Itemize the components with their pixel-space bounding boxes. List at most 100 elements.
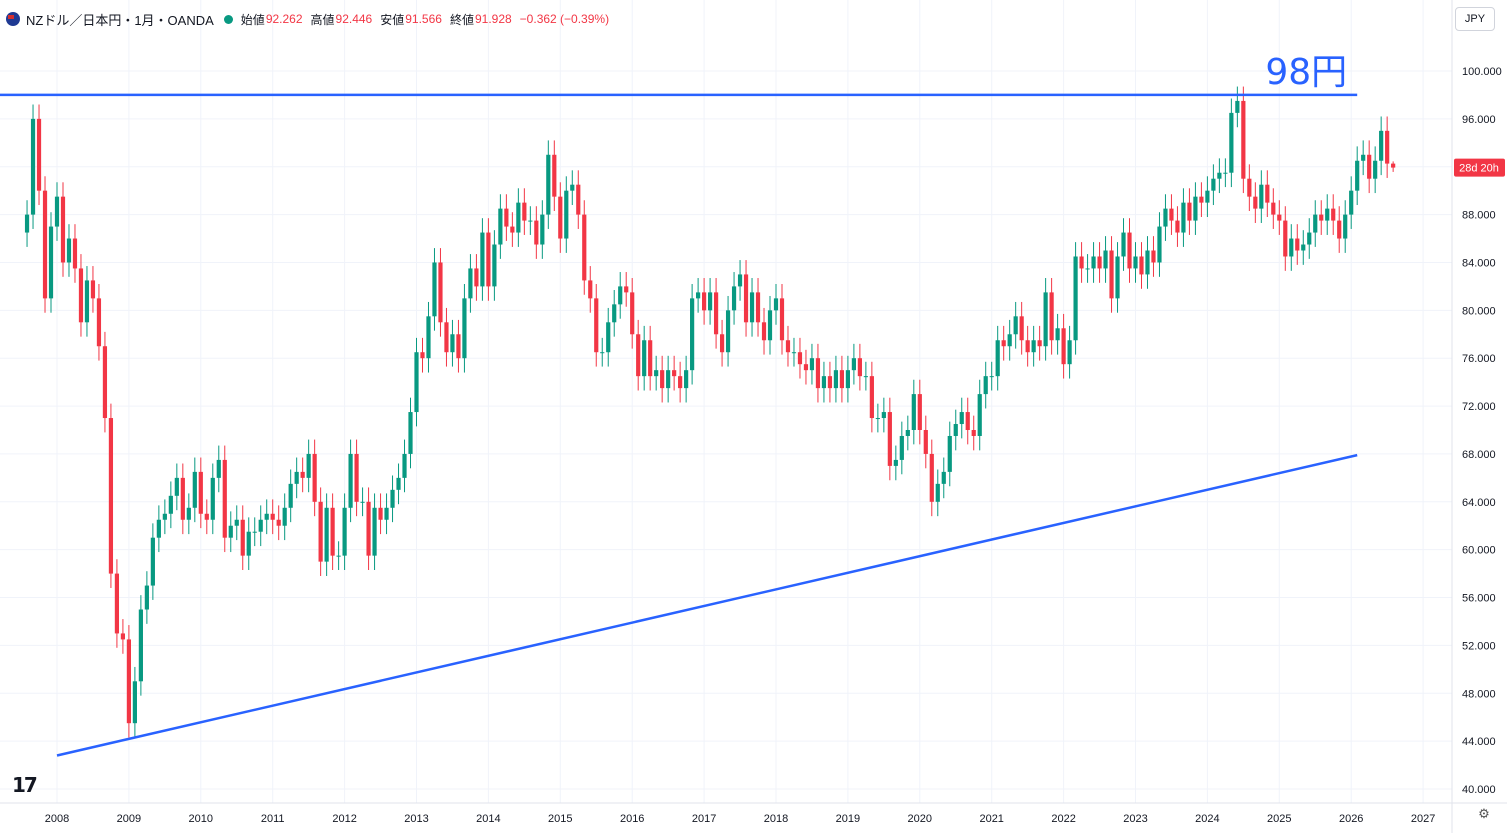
y-tick-label: 48.000	[1462, 688, 1496, 700]
candle-body	[1079, 256, 1084, 269]
candle-body	[522, 202, 527, 221]
candle-body	[731, 286, 737, 311]
candle-body	[114, 573, 120, 634]
candle-body	[917, 394, 922, 430]
candle-body	[1277, 214, 1282, 221]
candle-body	[1205, 190, 1210, 203]
candle-body	[983, 376, 988, 395]
candle-body	[378, 507, 383, 520]
candle-body	[1007, 334, 1012, 347]
candle-body	[1223, 172, 1228, 174]
candle-body	[354, 453, 359, 502]
y-tick-label: 64.000	[1462, 497, 1496, 509]
candle-body	[252, 531, 257, 533]
candle-body	[713, 292, 719, 335]
candle-body	[1241, 100, 1246, 179]
x-tick-label: 2012	[332, 813, 356, 825]
candle-body	[564, 190, 569, 239]
candle-body	[498, 208, 503, 245]
candle-body	[1145, 250, 1150, 275]
candle-body	[1247, 178, 1252, 197]
candle-body	[1295, 238, 1300, 251]
x-tick-label: 2023	[1123, 813, 1147, 825]
candle-body	[690, 298, 695, 371]
candle-body	[905, 430, 910, 436]
candle-body	[755, 292, 761, 323]
x-tick-label: 2027	[1411, 813, 1435, 825]
annotation-98yen: 98円	[1265, 52, 1347, 93]
x-tick-label: 2018	[764, 813, 788, 825]
candle-body	[636, 334, 641, 377]
candle-body	[24, 214, 30, 233]
candle-body	[1307, 232, 1312, 245]
settings-gear-icon[interactable]: ⚙	[1478, 806, 1490, 821]
candle-body	[168, 495, 173, 514]
candle-body	[138, 609, 143, 682]
candle-body	[108, 418, 114, 574]
candle-body	[396, 477, 401, 490]
trend-lines[interactable]: 98円	[0, 52, 1358, 757]
tradingview-logo[interactable]: 17	[12, 773, 38, 797]
candle-body	[570, 184, 575, 191]
candle-body	[372, 507, 377, 556]
candle-body	[1175, 220, 1180, 233]
candle-body	[426, 316, 431, 359]
currency-button[interactable]: JPY	[1455, 7, 1495, 31]
candle-body	[1109, 250, 1114, 299]
candle-body	[204, 513, 209, 520]
candle-body	[192, 471, 197, 508]
candle-body	[1097, 256, 1102, 269]
candle-body	[977, 394, 982, 436]
candle-body	[282, 507, 287, 526]
candle-body	[1181, 202, 1186, 233]
candle-body	[612, 304, 617, 323]
candle-body	[1049, 292, 1054, 341]
x-tick-label: 2014	[476, 813, 500, 825]
candle-body	[42, 190, 48, 299]
candle-body	[1031, 340, 1036, 353]
candle-body	[78, 268, 84, 323]
candle-body	[48, 226, 54, 299]
candle-body	[1133, 256, 1138, 269]
x-tick-label: 2025	[1267, 813, 1291, 825]
candle-body	[534, 220, 539, 245]
candle-body	[66, 238, 72, 263]
open-label: 始値	[240, 12, 265, 27]
grid	[0, 0, 1452, 803]
candle-body	[971, 430, 976, 436]
candle-body	[1349, 190, 1354, 215]
symbol-title[interactable]: NZドル／日本円・1月・OANDA	[26, 12, 214, 28]
candle-body	[791, 352, 797, 354]
candle-body	[540, 214, 545, 245]
candle-body	[1193, 196, 1198, 221]
candle-body	[174, 477, 179, 496]
candle-body	[462, 298, 467, 359]
x-tick-label: 2017	[692, 813, 716, 825]
candle-body	[516, 202, 521, 233]
candle-body	[1211, 178, 1216, 191]
candle-body	[630, 292, 635, 335]
candle-body	[797, 352, 803, 365]
candle-body	[815, 358, 821, 389]
x-tick-label: 2009	[117, 813, 141, 825]
candle-body	[552, 154, 557, 197]
candle-body	[216, 459, 221, 478]
high-label: 高値	[310, 12, 335, 27]
candle-body	[120, 633, 126, 640]
y-tick-label: 40.000	[1462, 784, 1496, 796]
candle-body	[1217, 172, 1222, 179]
candle-body	[666, 370, 671, 389]
candle-body	[779, 298, 785, 341]
candle-body	[156, 519, 161, 538]
candle-body	[887, 412, 892, 466]
candle-body	[761, 322, 767, 341]
candle-body	[923, 430, 928, 454]
candle-body	[1085, 268, 1090, 270]
candle-body	[504, 208, 509, 227]
market-status-icon	[223, 14, 233, 24]
candle-body	[294, 471, 299, 484]
candle-body	[1367, 154, 1372, 179]
candle-body	[246, 531, 251, 556]
candle-body	[707, 292, 713, 311]
